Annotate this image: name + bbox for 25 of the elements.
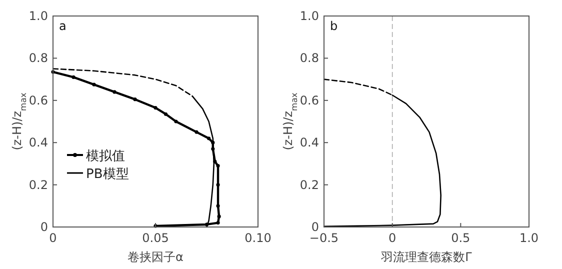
y-tick-label: 0.6 bbox=[28, 93, 48, 108]
x-axis-title: 卷挟因子α bbox=[128, 250, 184, 264]
y-tick-label: 1.0 bbox=[28, 9, 48, 23]
y-tick-label: 0 bbox=[311, 220, 319, 234]
x-tick-label: 0.5 bbox=[451, 231, 470, 245]
y-tick-label: 0 bbox=[40, 220, 48, 234]
x-tick-label: 0.10 bbox=[244, 231, 272, 245]
x-tick-label: 0 bbox=[388, 231, 396, 245]
legend-label: 模拟值 bbox=[86, 149, 125, 164]
x-axis-title: 羽流理查德森数Γ bbox=[380, 250, 472, 264]
y-tick-label: 0.6 bbox=[300, 93, 319, 108]
y-tick-label: 0.4 bbox=[28, 136, 48, 150]
x-tick-label: 1.0 bbox=[519, 231, 539, 245]
x-tick-label: 0 bbox=[49, 231, 57, 245]
y-tick-label: 1.0 bbox=[300, 9, 319, 23]
annotation: b bbox=[330, 19, 338, 33]
y-tick-label: 0.8 bbox=[300, 51, 319, 66]
y-tick-label: 0.4 bbox=[300, 136, 319, 150]
x-tick-label: 0.05 bbox=[142, 231, 169, 245]
annotation: a bbox=[59, 19, 66, 33]
x-tick-label: −0.5 bbox=[309, 231, 339, 245]
y-tick-label: 0.2 bbox=[28, 178, 48, 192]
y-tick-label: 0.2 bbox=[300, 178, 319, 192]
legend-label: PB模型 bbox=[86, 167, 129, 182]
y-tick-label: 0.8 bbox=[28, 51, 48, 66]
